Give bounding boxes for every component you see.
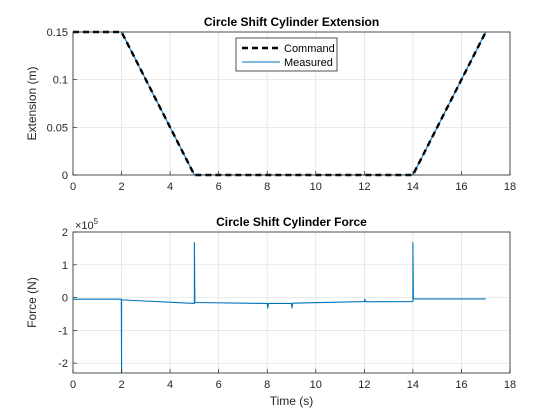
extension-plot: 0 2 4 6 8 10 12 14 16 18 0 0.05 0.1 0.15 Circle Shift…	[25, 15, 516, 193]
legend: Command Measured	[235, 37, 338, 72]
x-tick-label: 8	[264, 379, 270, 391]
force-exponent-label: ×105	[75, 217, 99, 232]
x-tick-label: 6	[216, 379, 222, 391]
time-xlabel: Time (s)	[270, 394, 314, 408]
y-tick-label: -2	[58, 358, 68, 370]
x-tick-label: 10	[310, 379, 322, 391]
legend-command-label: Command	[284, 43, 335, 55]
y-tick-label: -1	[58, 325, 68, 337]
y-tick-label: 0	[62, 293, 68, 305]
x-tick-label: 2	[118, 181, 124, 193]
force-series-line	[73, 241, 486, 374]
y-tick-label: 0.15	[47, 27, 68, 39]
x-tick-label: 12	[358, 181, 370, 193]
y-tick-label: 2	[62, 227, 68, 239]
y-tick-label: 0.05	[47, 122, 68, 134]
x-tick-label: 2	[118, 379, 124, 391]
x-tick-label: 0	[70, 379, 76, 391]
extension-ylabel: Extension (m)	[25, 66, 39, 140]
x-tick-label: 14	[407, 379, 419, 391]
x-tick-label: 4	[167, 379, 173, 391]
legend-measured-label: Measured	[284, 57, 333, 69]
x-tick-label: 14	[407, 181, 419, 193]
force-title: Circle Shift Cylinder Force	[216, 215, 367, 229]
x-tick-label: 18	[504, 379, 516, 391]
y-tick-label: 1	[62, 260, 68, 272]
x-tick-label: 0	[70, 181, 76, 193]
y-tick-label: 0.1	[53, 75, 68, 87]
y-tick-label: 0	[62, 170, 68, 182]
x-tick-label: 8	[264, 181, 270, 193]
x-tick-label: 18	[504, 181, 516, 193]
x-tick-label: 10	[310, 181, 322, 193]
x-tick-label: 6	[216, 181, 222, 193]
x-tick-label: 16	[455, 181, 467, 193]
extension-title: Circle Shift Cylinder Extension	[204, 15, 379, 29]
x-tick-label: 16	[455, 379, 467, 391]
x-tick-label: 12	[358, 379, 370, 391]
x-tick-label: 4	[167, 181, 173, 193]
force-ylabel: Force (N)	[25, 277, 39, 328]
